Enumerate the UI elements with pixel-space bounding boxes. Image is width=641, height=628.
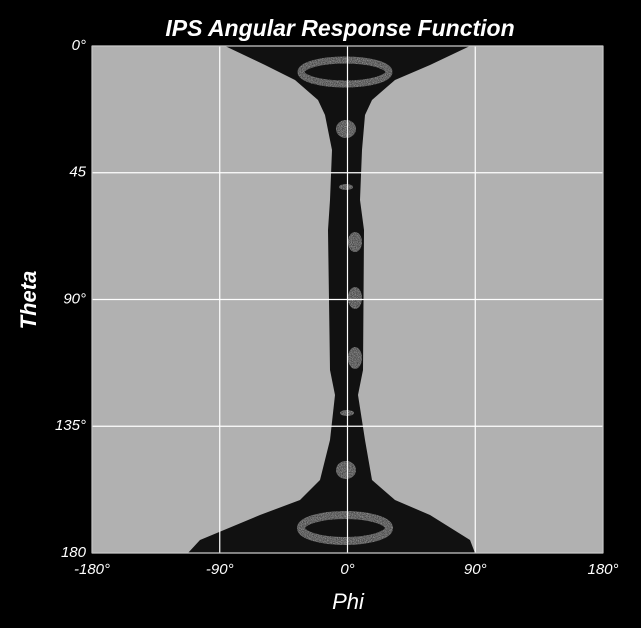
y-tick-label: 90° <box>63 290 86 307</box>
peak <box>348 347 362 369</box>
x-tick-label: -90° <box>206 561 234 578</box>
x-tick-label: 0° <box>340 561 354 578</box>
peak <box>339 184 353 190</box>
y-tick-label: 180 <box>61 544 87 561</box>
chart: IPS Angular Response Function -180° -90° 0… <box>0 0 641 628</box>
x-axis-label: Phi <box>332 589 365 614</box>
peak <box>348 232 362 252</box>
chart-title: IPS Angular Response Function <box>165 15 514 41</box>
y-axis-label: Theta <box>16 271 41 330</box>
peak <box>336 461 356 479</box>
x-tick-label: 180° <box>587 561 618 578</box>
x-tick-label: 90° <box>464 561 487 578</box>
y-tick-label: 0° <box>72 37 86 54</box>
peak <box>348 287 362 309</box>
y-tick-label: 135° <box>55 417 86 434</box>
x-tick-label: -180° <box>74 561 110 578</box>
y-tick-label: 45 <box>69 164 86 181</box>
page: {"chart_data": {"type": "heatmap", "titl… <box>0 0 641 628</box>
peak <box>336 120 356 138</box>
